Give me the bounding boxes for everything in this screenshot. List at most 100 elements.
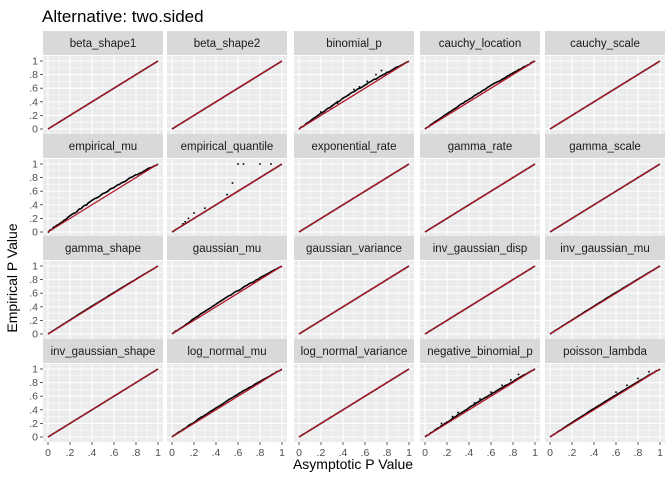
y-tick-label: 1 [32, 159, 38, 171]
facet-strip [294, 339, 414, 363]
facet-gamma_scale: gamma_scale [545, 134, 665, 237]
x-tick-label: .8 [383, 447, 392, 459]
facet-strip-label: log_normal_variance [301, 346, 408, 358]
y-tick-label: .6 [29, 391, 38, 403]
x-tick-label: .8 [509, 447, 518, 459]
empirical-points [424, 60, 536, 130]
y-tick-label: 1 [32, 261, 38, 273]
y-tick-label: .6 [29, 83, 38, 95]
x-tick-label: .2 [443, 447, 452, 459]
reference-line [549, 265, 661, 335]
x-tick-label: 1 [406, 447, 412, 459]
y-tick-label: .8 [29, 274, 38, 286]
facet-inv_gaussian_disp: inv_gaussian_disp [420, 236, 540, 339]
facet-log_normal_variance: log_normal_variance 0 .2 .4 .6 .8 1 [294, 339, 414, 459]
outlier-point [457, 411, 459, 414]
y-tick-label: 1 [32, 56, 38, 68]
facet-strip [167, 134, 287, 158]
empirical-points [298, 60, 410, 131]
reference-line [298, 265, 410, 335]
y-tick-label: .2 [29, 418, 38, 430]
outlier-point [193, 212, 195, 214]
facet-strip-label: gaussian_variance [306, 243, 402, 255]
outlier-point [259, 163, 261, 165]
facet-strip [545, 31, 665, 55]
facet-gamma_rate: gamma_rate [420, 134, 540, 237]
outlier-point [648, 370, 650, 373]
reference-line [47, 163, 159, 233]
outlier-point [358, 86, 361, 88]
x-tick-label: 0 [422, 447, 428, 459]
x-tick-label: .6 [110, 447, 119, 459]
y-tick-label: .6 [29, 288, 38, 300]
x-tick-label: .8 [634, 447, 643, 459]
facet-binomial_p: binomial_p [294, 31, 414, 134]
facet-strip [43, 31, 163, 55]
reference-line [171, 368, 283, 438]
x-tick-label: 0 [45, 447, 51, 459]
facet-strip [420, 236, 540, 260]
outlier-point [270, 163, 272, 165]
outlier-point [473, 402, 476, 404]
x-tick-label: .4 [339, 447, 348, 459]
reference-line [424, 368, 536, 438]
x-axis-title: Asymptotic P Value [293, 456, 413, 472]
x-tick-label: 1 [279, 447, 285, 459]
facet-strip [545, 236, 665, 260]
facet-strip [420, 134, 540, 158]
facet-gaussian_mu: gaussian_mu [167, 236, 287, 339]
facet-strip-label: empirical_quantile [181, 141, 274, 153]
reference-line [171, 265, 283, 335]
empirical-points [171, 265, 283, 335]
facet-log_normal_mu: log_normal_mu 0 .2 .4 .6 .8 1 [167, 339, 287, 459]
outlier-point [451, 415, 454, 418]
facet-strip-label: binomial_p [326, 38, 382, 50]
reference-line [47, 368, 159, 438]
facet-strip-label: gamma_shape [65, 243, 141, 255]
outlier-point [479, 398, 481, 400]
y-axis-title: Empirical P Value [4, 223, 20, 332]
chart-title: Alternative: two.sided [42, 7, 204, 26]
outlier-point [347, 94, 350, 96]
facet-strip-label: inv_gaussian_mu [560, 243, 650, 255]
outlier-point [353, 88, 355, 91]
y-tick-label: .8 [29, 69, 38, 81]
reference-line [549, 60, 661, 130]
facet-strip-label: cauchy_location [439, 38, 521, 50]
y-tick-label: .2 [29, 213, 38, 225]
outlier-point [184, 221, 186, 223]
outlier-point [637, 377, 639, 380]
x-tick-label: .2 [66, 447, 75, 459]
facet-strip [294, 134, 414, 158]
facet-gaussian_variance: gaussian_variance [294, 236, 414, 339]
facet-strip [545, 134, 665, 158]
outlier-point [375, 73, 377, 76]
facet-strip-label: inv_gaussian_shape [51, 346, 156, 358]
facet-negative_binomial_p: negative_binomial_p 0 .2 .4 .6 .8 1 [420, 339, 540, 459]
facet-strip [167, 339, 287, 363]
outlier-point [187, 217, 190, 220]
facet-strip [43, 339, 163, 363]
outlier-point [320, 111, 322, 113]
x-tick-label: .2 [568, 447, 577, 459]
reference-line [47, 265, 159, 335]
facet-strip [420, 339, 540, 363]
facet-inv_gaussian_mu: inv_gaussian_mu [545, 236, 665, 339]
x-tick-label: .6 [361, 447, 370, 459]
facet-strip [294, 31, 414, 55]
facet-strip-label: beta_shape1 [70, 38, 137, 50]
outlier-point [366, 80, 368, 83]
facet-empirical_quantile: empirical_quantile [167, 134, 287, 237]
outlier-point [501, 384, 503, 387]
facet-strip-label: poisson_lambda [563, 346, 647, 358]
facet-strip [294, 236, 414, 260]
x-tick-label: 0 [296, 447, 302, 459]
y-tick-label: .6 [29, 186, 38, 198]
outlier-point [380, 69, 383, 72]
y-tick-label: 0 [32, 227, 38, 239]
y-tick-label: 0 [32, 124, 38, 136]
facet-gamma_shape: gamma_shape 0 .2 .4.6 .81 [29, 236, 163, 341]
y-tick-label: .8 [29, 172, 38, 184]
facet-poisson_lambda: poisson_lambda 0 .2 .4 .6 .8 1 [545, 339, 665, 459]
